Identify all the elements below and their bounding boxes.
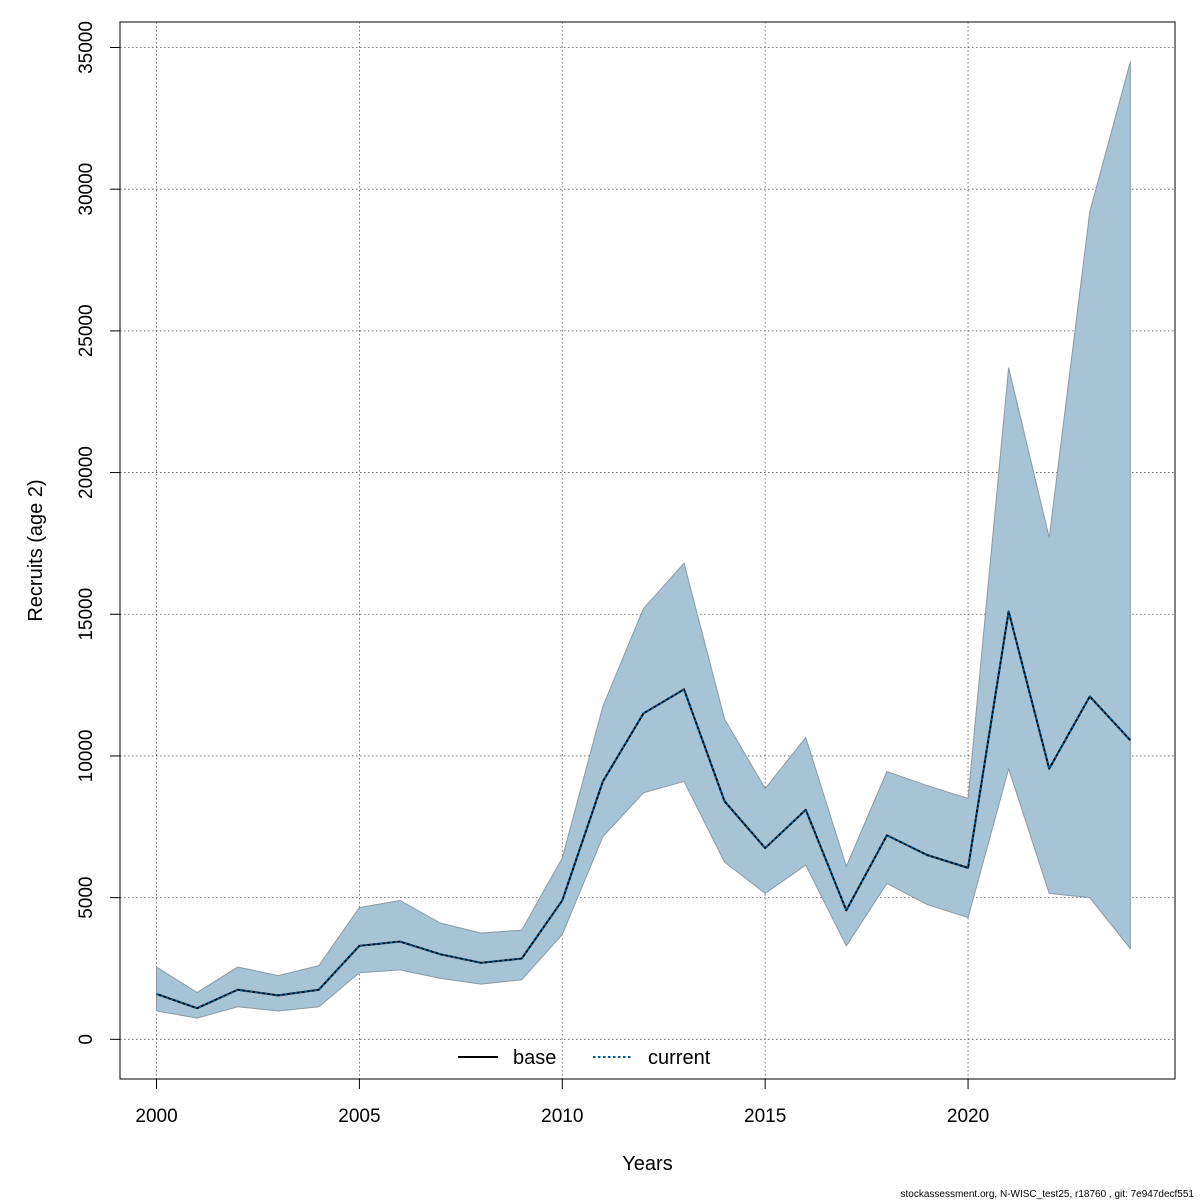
y-tick-label-30000: 30000 <box>76 163 97 216</box>
series-line-current <box>156 610 1132 1010</box>
legend-label-base: base <box>513 1047 556 1069</box>
x-tick-label-2010: 2010 <box>541 1106 583 1127</box>
y-tick-label-25000: 25000 <box>76 304 97 357</box>
y-tick-label-20000: 20000 <box>76 446 97 499</box>
grid <box>120 22 1175 1079</box>
footer-credit: stockassessment.org, N-WISC_test25, r187… <box>901 1189 1195 1200</box>
x-tick-label-2000: 2000 <box>135 1106 177 1127</box>
y-tick-label-35000: 35000 <box>76 21 97 74</box>
x-tick-label-2020: 2020 <box>947 1106 989 1127</box>
x-tick-label-2005: 2005 <box>338 1106 380 1127</box>
legend-label-current: current <box>648 1047 711 1069</box>
y-tick-label-15000: 15000 <box>76 588 97 641</box>
y-axis-title: Recruits (age 2) <box>25 479 47 621</box>
series-lines <box>156 610 1132 1010</box>
x-axis-title: Years <box>622 1153 672 1175</box>
confidence-band-area <box>156 61 1131 1019</box>
confidence-band <box>156 61 1131 1019</box>
x-tick-label-2015: 2015 <box>744 1106 786 1127</box>
y-tick-label-10000: 10000 <box>76 730 97 783</box>
legend: base current <box>458 1047 711 1069</box>
y-tick-label-0: 0 <box>76 1034 97 1045</box>
y-axis: 0 5000 10000 15000 20000 25000 30000 35000 <box>76 21 120 1045</box>
x-axis: 2000 2005 2010 2015 2020 <box>135 1078 989 1127</box>
y-tick-label-5000: 5000 <box>76 876 97 918</box>
